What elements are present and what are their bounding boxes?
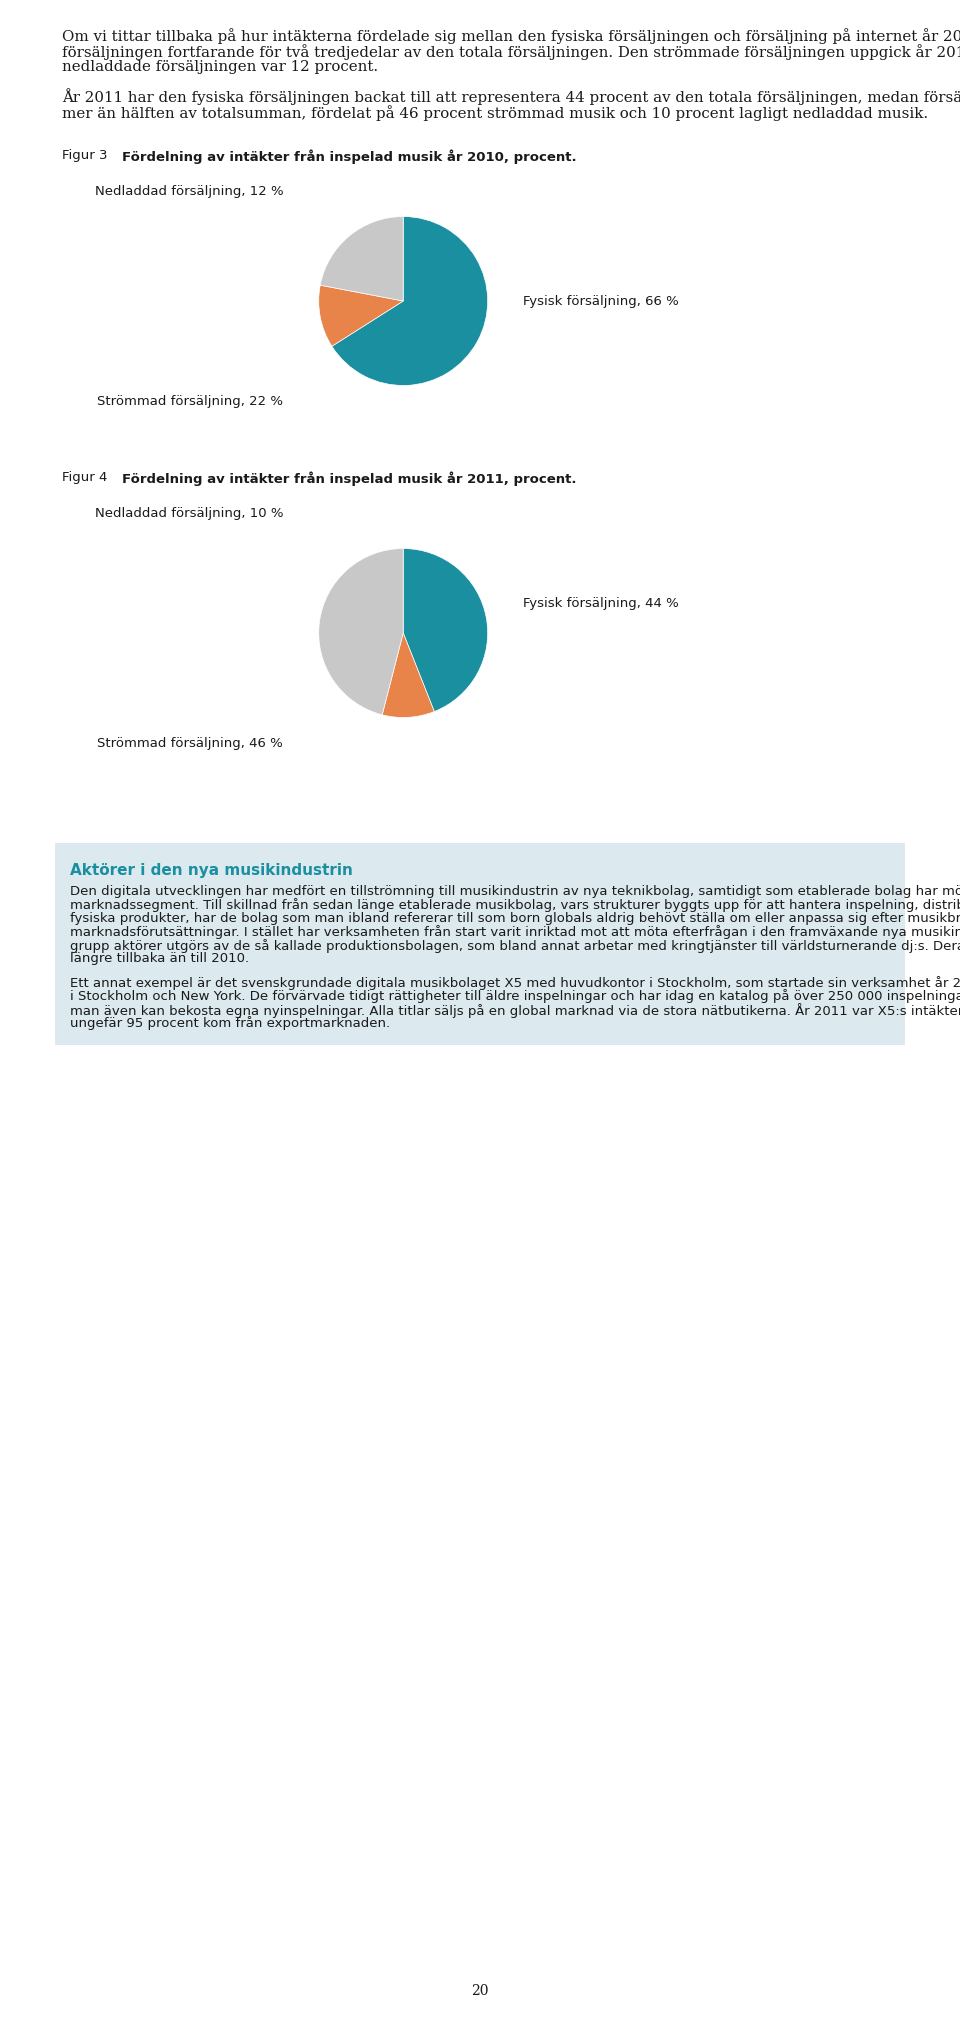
Text: fysiska produkter, har de bolag som man ibland refererar till som born globals a: fysiska produkter, har de bolag som man … xyxy=(70,911,960,926)
Text: Fördelning av intäkter från inspelad musik år 2010, procent.: Fördelning av intäkter från inspelad mus… xyxy=(122,150,577,164)
Text: Fördelning av intäkter från inspelad musik år 2011, procent.: Fördelning av intäkter från inspelad mus… xyxy=(122,471,577,485)
Text: ungefär 95 procent kom från exportmarknaden.: ungefär 95 procent kom från exportmarkna… xyxy=(70,1017,390,1031)
Text: längre tillbaka än till 2010.: längre tillbaka än till 2010. xyxy=(70,952,250,966)
Text: mer än hälften av totalsumman, fördelat på 46 procent strömmad musik och 10 proc: mer än hälften av totalsumman, fördelat … xyxy=(62,105,928,121)
Text: nedladdade försäljningen var 12 procent.: nedladdade försäljningen var 12 procent. xyxy=(62,61,378,75)
Text: Fysisk försäljning, 44 %: Fysisk försäljning, 44 % xyxy=(523,596,679,610)
Text: Om vi tittar tillbaka på hur intäkterna fördelade sig mellan den fysiska försälj: Om vi tittar tillbaka på hur intäkterna … xyxy=(62,28,960,44)
Text: försäljningen fortfarande för två tredjedelar av den totala försäljningen. Den s: försäljningen fortfarande för två tredje… xyxy=(62,44,960,61)
Wedge shape xyxy=(319,548,403,715)
Text: marknadssegment. Till skillnad från sedan länge etablerade musikbolag, vars stru: marknadssegment. Till skillnad från seda… xyxy=(70,899,960,911)
FancyBboxPatch shape xyxy=(55,843,905,1045)
Wedge shape xyxy=(319,285,403,346)
Text: i Stockholm och New York. De förvärvade tidigt rättigheter till äldre inspelning: i Stockholm och New York. De förvärvade … xyxy=(70,990,960,1002)
Wedge shape xyxy=(332,216,488,386)
Text: Nedladdad försäljning, 12 %: Nedladdad försäljning, 12 % xyxy=(95,184,283,198)
Text: Figur 4: Figur 4 xyxy=(62,471,108,483)
Text: Figur 3: Figur 3 xyxy=(62,150,108,162)
Text: marknadsförutsättningar. I stället har verksamheten från start varit inriktad mo: marknadsförutsättningar. I stället har v… xyxy=(70,926,960,940)
Wedge shape xyxy=(321,216,403,301)
Text: Aktörer i den nya musikindustrin: Aktörer i den nya musikindustrin xyxy=(70,863,353,877)
Text: År 2011 har den fysiska försäljningen backat till att representera 44 procent av: År 2011 har den fysiska försäljningen ba… xyxy=(62,89,960,105)
Text: Ett annat exempel är det svenskgrundade digitala musikbolaget X5 med huvudkontor: Ett annat exempel är det svenskgrundade … xyxy=(70,976,960,990)
Text: 20: 20 xyxy=(471,1985,489,1999)
Text: Den digitala utvecklingen har medfört en tillströmning till musikindustrin av ny: Den digitala utvecklingen har medfört en… xyxy=(70,885,960,897)
Text: Fysisk försäljning, 66 %: Fysisk försäljning, 66 % xyxy=(523,295,679,307)
Text: man även kan bekosta egna nyinspelningar. Alla titlar säljs på en global marknad: man även kan bekosta egna nyinspelningar… xyxy=(70,1002,960,1019)
Wedge shape xyxy=(403,548,488,711)
Text: Strömmad försäljning, 46 %: Strömmad försäljning, 46 % xyxy=(98,736,283,750)
Text: Nedladdad försäljning, 10 %: Nedladdad försäljning, 10 % xyxy=(95,507,283,519)
Text: grupp aktörer utgörs av de så kallade produktionsbolagen, som bland annat arbeta: grupp aktörer utgörs av de så kallade pr… xyxy=(70,940,960,954)
Text: Strömmad försäljning, 22 %: Strömmad försäljning, 22 % xyxy=(97,394,283,408)
Wedge shape xyxy=(382,633,434,717)
